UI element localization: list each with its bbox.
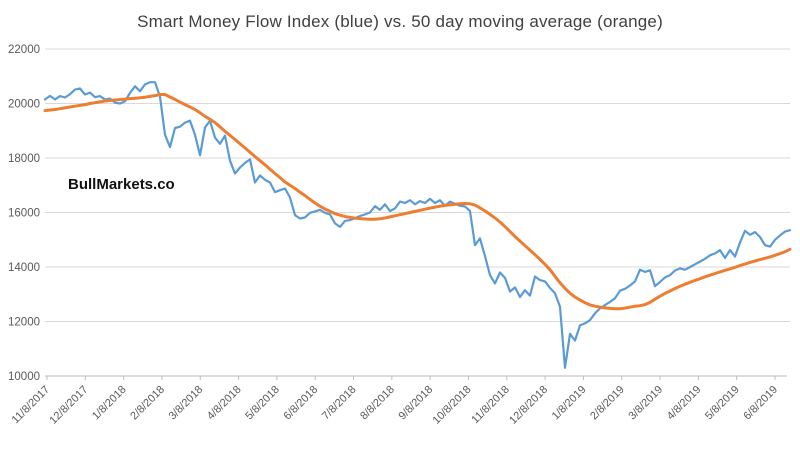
x-axis-label: 1/8/2019 <box>550 384 589 423</box>
x-axis-label: 12/8/2017 <box>47 384 90 427</box>
x-axis-label: 1/8/2018 <box>90 384 129 423</box>
x-axis-label: 5/8/2019 <box>703 384 742 423</box>
smfi-line <box>43 81 792 369</box>
x-axis-label: 9/8/2018 <box>397 384 436 423</box>
ma50-line <box>43 93 792 311</box>
watermark-bullmarkets: BullMarkets.co <box>68 176 175 193</box>
x-axis-label: 8/8/2018 <box>358 384 397 423</box>
x-axis-label: 7/8/2018 <box>320 384 359 423</box>
x-axis-label: 3/8/2018 <box>167 384 206 423</box>
x-axis-label: 12/8/2018 <box>507 384 550 427</box>
y-axis-label: 22000 <box>8 44 40 56</box>
x-axis-label: 6/8/2018 <box>282 384 321 423</box>
x-axis-label: 5/8/2018 <box>243 384 282 423</box>
chart-title: Smart Money Flow Index (blue) vs. 50 day… <box>137 12 663 31</box>
x-axis-label: 2/8/2019 <box>588 384 627 423</box>
x-axis-label: 3/8/2019 <box>626 384 665 423</box>
x-axis-label: 6/8/2019 <box>741 384 780 423</box>
x-axis-label: 4/8/2018 <box>205 384 244 423</box>
x-axis-label: 4/8/2019 <box>665 384 704 423</box>
x-axis-label: 11/8/2017 <box>10 384 53 427</box>
x-axis-label: 10/8/2018 <box>431 384 474 427</box>
y-axis-label: 16000 <box>8 208 40 220</box>
y-axis-label: 20000 <box>8 99 40 111</box>
y-axis-label: 18000 <box>8 153 40 165</box>
x-axis-label: 11/8/2018 <box>469 384 512 427</box>
x-axis-label: 2/8/2018 <box>128 384 167 423</box>
y-axis-label: 12000 <box>8 317 40 329</box>
y-axis-label: 10000 <box>8 371 40 383</box>
y-axis-label: 14000 <box>8 262 40 274</box>
